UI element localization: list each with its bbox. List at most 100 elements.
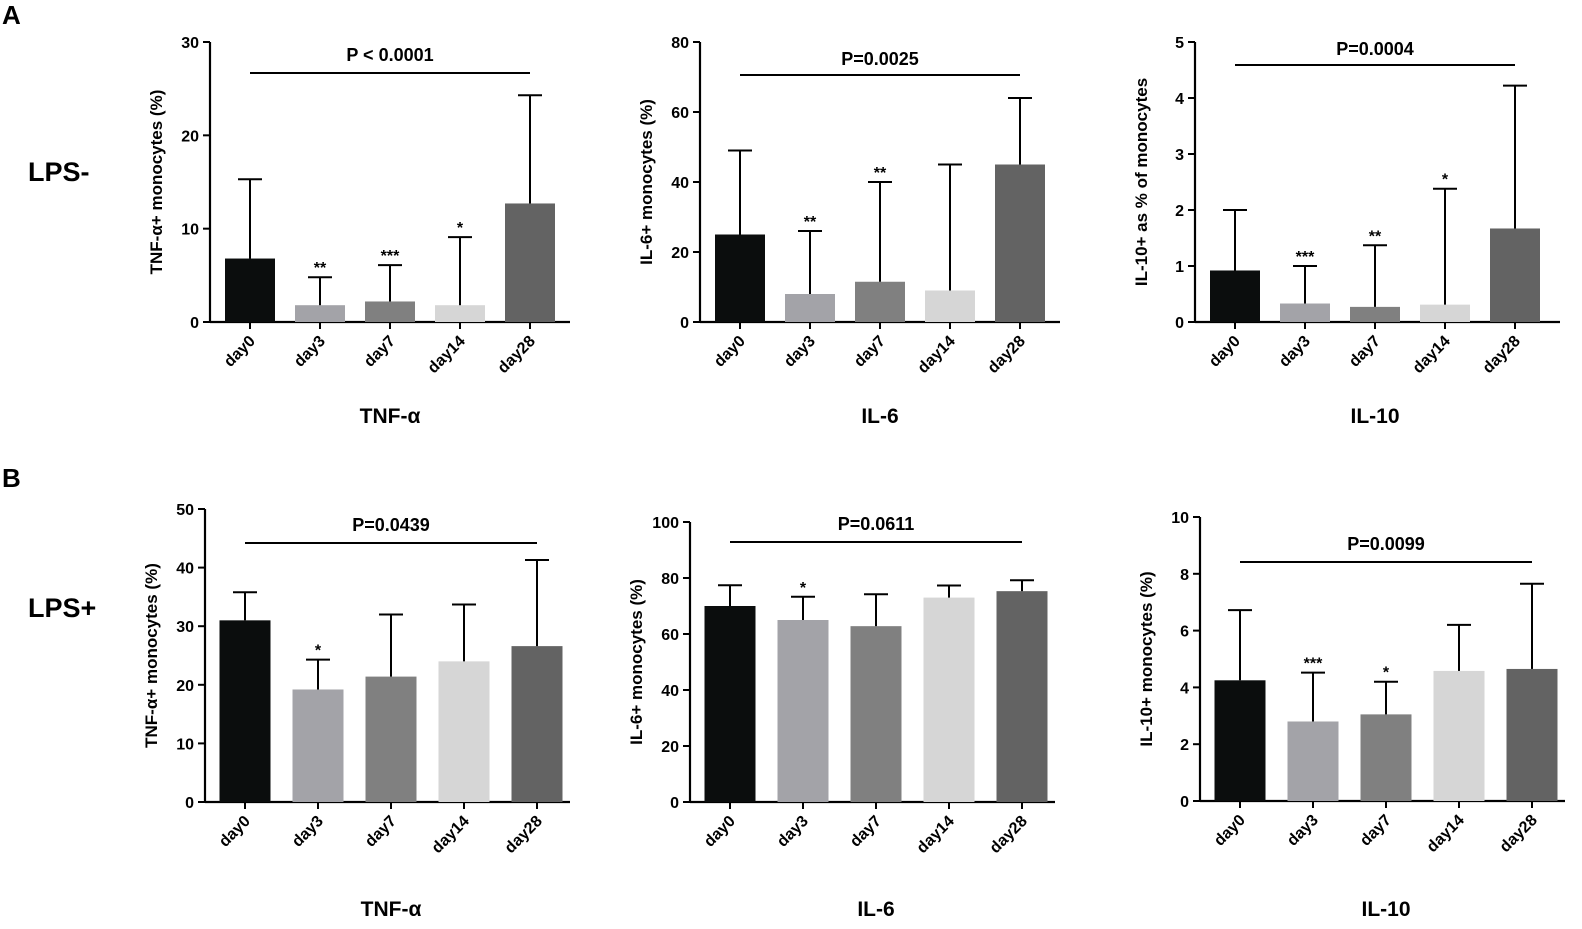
bar-day3 [1280,303,1330,322]
bar-day7 [365,676,417,802]
bar-day0 [1214,680,1266,801]
chart-title: IL-6 [861,405,898,428]
x-tick-label-day3: day3 [781,333,819,371]
pvalue-text: P=0.0099 [1347,534,1425,554]
x-tick-label-day14: day14 [1424,812,1468,856]
y-tick-label: 4 [1180,680,1189,697]
bar-day14 [925,290,975,322]
y-tick-label: 50 [176,502,194,519]
bar-day0 [715,234,765,322]
y-tick-label: 30 [176,619,194,636]
y-tick-label: 10 [181,222,199,239]
pvalue-text: P=0.0439 [352,515,430,535]
panel-letter-a: A [2,0,21,30]
bar-day7 [855,281,905,322]
bar-day28 [505,203,555,322]
y-tick-label: 20 [661,739,679,756]
y-tick-label: 80 [661,571,679,588]
chart-title: IL-6 [857,898,894,921]
y-tick-label: 40 [176,561,194,578]
y-tick-label: 80 [671,35,689,52]
y-tick-label: 40 [661,683,679,700]
pvalue-text: P=0.0025 [841,49,919,69]
y-tick-label: 4 [1175,91,1184,108]
bar-day14 [438,661,490,802]
y-axis-label: IL-6+ monocytes (%) [627,579,646,745]
y-tick-label: 0 [680,315,689,332]
pvalue-text: P < 0.0001 [346,45,433,65]
chart-title: TNF-α [360,405,421,428]
y-tick-label: 0 [190,315,199,332]
x-tick-label-day3: day3 [1284,812,1322,850]
bar-day3 [1287,721,1339,801]
row-label-lps-positive: LPS+ [28,593,97,623]
x-tick-label-day0: day0 [711,333,749,371]
pvalue-text: P=0.0611 [838,514,915,534]
significance-day7: *** [381,248,400,265]
bar-day28 [995,164,1045,322]
chart-tnf-alpha-lps-positive: 0 10 20 30 40 50 TNF-α+ monocytes (%) day0 * day3… [142,502,570,921]
y-tick-label: 60 [671,105,689,122]
significance-day3: * [800,580,807,597]
x-tick-label-day3: day3 [774,813,812,851]
y-tick-label: 0 [185,795,194,812]
chart-il6-lps-negative: 0 20 40 60 80 IL-6+ monocytes (%) day0 ** day3 **… [637,35,1060,428]
bar-day14 [1420,304,1470,322]
x-tick-label-day0: day0 [221,333,259,371]
bar-day3 [777,620,829,802]
x-tick-label-day28: day28 [1480,333,1524,377]
x-tick-label-day3: day3 [1276,333,1314,371]
pvalue-text: P=0.0004 [1336,39,1414,59]
chart-il10-lps-positive: 0 2 4 6 8 10 IL-10+ monocytes (%) day0 *** day3 * d… [1137,510,1565,921]
significance-day7: ** [1369,228,1382,245]
x-tick-label-day14: day14 [1410,333,1454,377]
significance-day3: ** [314,260,327,277]
significance-day14: * [1442,172,1449,189]
x-tick-label-day7: day7 [847,813,885,851]
bar-day14 [1433,670,1485,801]
y-tick-label: 40 [671,175,689,192]
bar-day0 [1210,270,1260,322]
y-tick-label: 20 [671,245,689,262]
panel-letter-b: B [2,463,21,493]
bar-day28 [1506,668,1558,801]
chart-il6-lps-positive: 0 20 40 60 80 100 IL-6+ monocytes (%) day0 * day3… [627,514,1055,921]
significance-day3: ** [804,214,817,231]
y-tick-label: 20 [176,678,194,695]
x-tick-label-day7: day7 [1346,333,1384,371]
y-tick-label: 100 [652,515,679,532]
bar-day3 [785,294,835,322]
bar-day7 [365,301,415,322]
significance-day3: * [315,643,322,660]
significance-day7: * [1383,665,1390,682]
bar-day28 [511,646,563,802]
x-tick-label-day3: day3 [289,813,327,851]
x-tick-label-day28: day28 [985,333,1029,377]
y-tick-label: 8 [1180,567,1189,584]
chart-title: IL-10 [1361,898,1410,921]
x-tick-label-day7: day7 [362,813,400,851]
bar-day7 [1350,306,1400,322]
y-tick-label: 1 [1175,259,1184,276]
y-axis-label: IL-6+ monocytes (%) [637,99,656,265]
bar-day3 [292,689,344,802]
y-axis-label: TNF-α+ monocytes (%) [147,90,166,275]
y-tick-label: 3 [1175,147,1184,164]
row-label-lps-negative: LPS- [28,157,90,187]
x-tick-label-day0: day0 [1211,812,1249,850]
y-axis-label: TNF-α+ monocytes (%) [142,563,161,748]
significance-day7: ** [874,165,887,182]
y-tick-label: 2 [1180,737,1189,754]
y-axis-label: IL-10+ as % of monocytes [1132,78,1151,286]
chart-title: IL-10 [1350,405,1399,428]
bar-day0 [704,606,756,802]
x-tick-label-day14: day14 [429,813,473,857]
significance-day14: * [457,220,464,237]
x-tick-label-day3: day3 [291,333,329,371]
x-tick-label-day7: day7 [851,333,889,371]
bar-day7 [850,626,902,802]
x-tick-label-day14: day14 [915,333,959,377]
significance-day3: *** [1296,249,1315,266]
